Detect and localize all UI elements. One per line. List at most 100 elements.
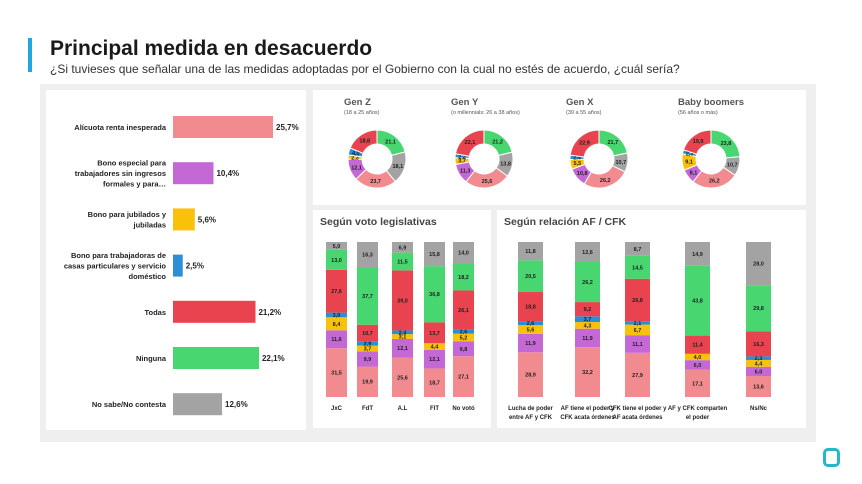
donut-value-label: 23,8 <box>721 141 732 147</box>
stack-value-label: 3,1 <box>399 335 407 341</box>
category-label: Bono para jubilados y <box>88 210 167 219</box>
bar-value-label: 2,5% <box>186 262 204 271</box>
stack-value-label: 26,1 <box>458 308 469 314</box>
bar-bono_especial <box>173 162 214 185</box>
stack-value-label: 28,0 <box>753 262 764 268</box>
relation-chart-title: Según relación AF / CFK <box>504 216 627 228</box>
donut-segment-alicuota <box>583 165 626 189</box>
donut-value-label: 13,8 <box>500 161 511 167</box>
stack-value-label: 32,2 <box>582 370 593 376</box>
stack-segment-alicuota <box>392 357 413 397</box>
stack-value-label: 6,9 <box>399 245 407 251</box>
donut-segment-todas <box>682 129 712 155</box>
stack-segment-bono_jubilados <box>392 334 413 339</box>
stack-segment-todas <box>357 324 378 342</box>
stack-value-label: 13,0 <box>331 258 342 264</box>
stack-segment-alicuota <box>424 368 445 397</box>
stack-value-label: 9,8 <box>460 347 468 353</box>
stack-segment-bono_jubilados <box>746 359 771 367</box>
stack-segment-bono_trabajadoras <box>625 321 650 325</box>
stack-value-label: 4,0 <box>694 355 702 361</box>
donut-value-label: 5,5 <box>574 161 582 167</box>
stack-value-label: 15,8 <box>429 252 440 258</box>
donut-value-label: 2,4 <box>573 156 582 162</box>
page-title: Principal medida en desacuerdo <box>50 37 373 60</box>
stack-value-label: 28,9 <box>525 373 536 379</box>
stack-value-label: 2,4 <box>399 330 408 336</box>
donut-value-label: 23,7 <box>370 179 381 185</box>
donut-segment-todas <box>454 129 485 157</box>
stack-segment-nsnc <box>518 242 543 261</box>
generations-panel: Gen Z (18 a 25 años) 21,1 18,1 23,7 12,1 2,3 4,… <box>313 90 806 205</box>
stack-segment-todas <box>575 302 600 317</box>
x-category-label: Ns/Nc <box>750 406 768 412</box>
donut-title: Gen Y <box>451 97 479 108</box>
stack-segment-nsnc <box>453 242 474 264</box>
stack-segment-nsnc <box>746 242 771 286</box>
stack-segment-bono_trabajadoras <box>575 316 600 323</box>
stack-segment-bono_trabajadoras <box>326 312 347 318</box>
x-category-label: JxC <box>331 406 343 412</box>
stack-value-label: 31,5 <box>331 371 342 377</box>
stack-segment-ninguna <box>518 260 543 293</box>
stack-segment-nsnc <box>326 242 347 250</box>
stack-segment-bono_especial <box>453 341 474 357</box>
stack-value-label: 3,7 <box>364 346 372 352</box>
x-category-label: AF acata órdenes <box>612 415 663 421</box>
stack-segment-ninguna <box>575 261 600 303</box>
stack-segment-alicuota <box>625 352 650 397</box>
relation-panel: Según relación AF / CFK 28,9 11,9 5,6 2,6 18… <box>497 210 806 428</box>
stack-segment-bono_especial <box>357 351 378 367</box>
bar-value-label: 22,1% <box>262 354 285 363</box>
donut-value-label: 4,0 <box>352 151 360 157</box>
stack-segment-ninguna <box>625 255 650 279</box>
stack-segment-nsnc <box>357 242 378 267</box>
stack-value-label: 17,1 <box>692 381 703 387</box>
donut-subtitle: (o millennials: 26 a 38 años) <box>451 110 520 116</box>
stack-value-label: 11,5 <box>397 259 407 265</box>
donut-value-label: 12,1 <box>351 165 362 171</box>
stack-value-label: 11,1 <box>632 342 642 348</box>
donut-value-label: 26,2 <box>600 178 611 184</box>
stack-segment-todas <box>453 290 474 330</box>
title-accent-bar <box>28 38 32 72</box>
category-label: doméstico <box>128 272 166 281</box>
stack-segment-nsnc <box>685 242 710 266</box>
stack-value-label: 11,4 <box>692 343 703 349</box>
stack-segment-bono_trabajadoras <box>518 321 543 326</box>
bar-value-label: 25,7% <box>276 123 299 132</box>
donut-value-label: 2,3 <box>351 156 359 162</box>
stack-segment-todas <box>392 270 413 331</box>
stack-value-label: 2,3 <box>755 356 763 362</box>
stack-value-label: 14,0 <box>458 251 469 257</box>
stack-value-label: 3,0 <box>333 313 341 319</box>
stack-value-label: 18,7 <box>429 381 440 387</box>
stack-value-label: 12,6 <box>582 250 593 256</box>
donut-subtitle: (56 años o más) <box>678 110 718 116</box>
stack-value-label: 9,9 <box>364 357 372 363</box>
stack-value-label: 10,7 <box>362 331 373 337</box>
bar-value-label: 10,4% <box>216 169 239 178</box>
stack-segment-nsnc <box>575 242 600 262</box>
donut-title: Gen X <box>566 97 594 108</box>
x-category-label: AF y CFK comparten <box>668 406 728 412</box>
donut-value-label: 22,9 <box>579 140 590 146</box>
donut-title: Gen Z <box>344 97 371 108</box>
page-subtitle: ¿Si tuvieses que señalar una de las medi… <box>50 62 680 76</box>
stack-segment-todas <box>685 335 710 354</box>
vote-panel: Según voto legislativas 31,5 11,6 8,4 3,0 27… <box>313 210 491 428</box>
stack-segment-bono_trabajadoras <box>392 330 413 335</box>
stack-value-label: 8,7 <box>634 247 642 253</box>
donut-segment-todas <box>569 129 600 158</box>
stack-segment-ninguna <box>746 285 771 332</box>
stack-segment-bono_jubilados <box>453 333 474 342</box>
stack-value-label: 6,0 <box>694 363 702 369</box>
bar-todas <box>173 300 256 323</box>
stack-value-label: 12,1 <box>429 357 440 363</box>
bar-value-label: 21,2% <box>258 308 281 317</box>
stack-value-label: 36,8 <box>429 292 440 298</box>
donut-value-label: 21,7 <box>607 140 618 146</box>
overall-bar-chart: 25,7% Alícuota renta inesperada 10,4% Bono … <box>64 116 299 416</box>
stack-value-label: 11,8 <box>525 249 535 255</box>
stack-value-label: 11,9 <box>525 341 535 347</box>
